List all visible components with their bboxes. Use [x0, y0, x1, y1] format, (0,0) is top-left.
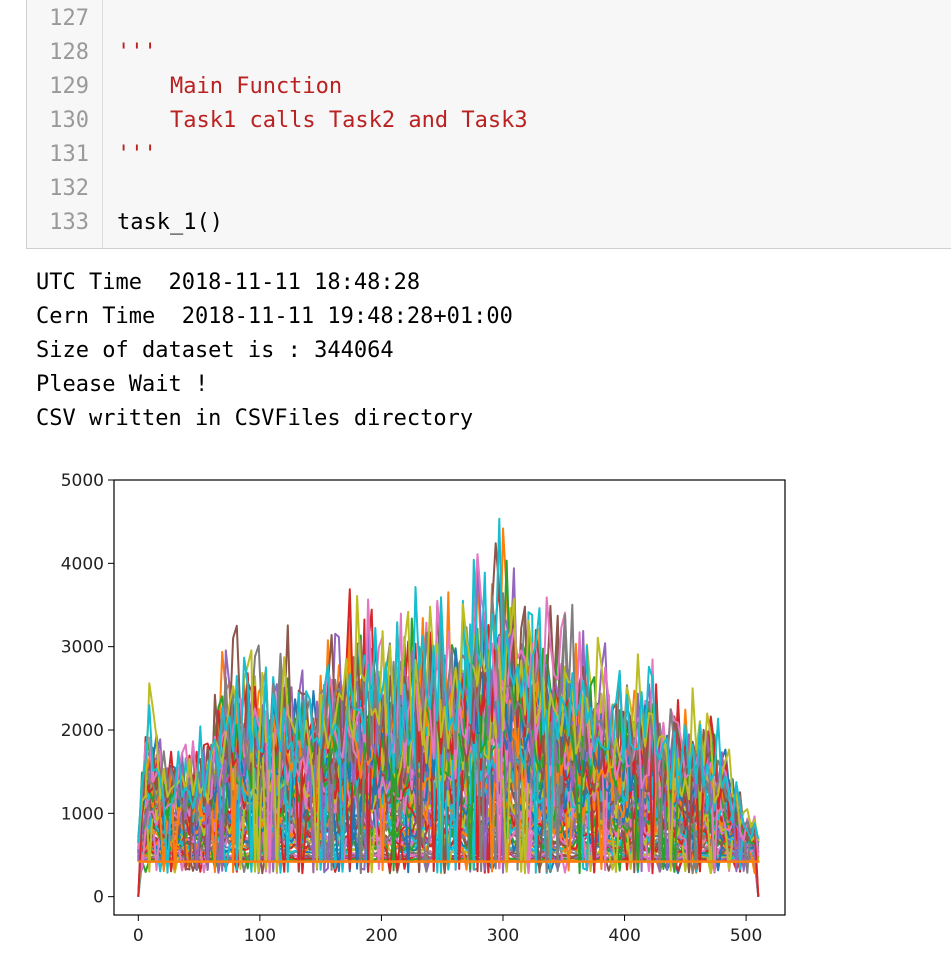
line-number: 130	[49, 108, 89, 133]
code-cell[interactable]: 127 128 ''' 129 Main Function 130 Task1 call…	[26, 0, 951, 249]
x-tick-label: 400	[608, 926, 640, 946]
output-line: CSV written in CSVFiles directory	[36, 406, 474, 431]
x-tick-label: 300	[487, 926, 519, 946]
series-line	[137, 517, 760, 874]
code-line[interactable]: task_1()	[117, 210, 223, 235]
y-tick-label: 2000	[61, 721, 104, 741]
line-number: 127	[49, 6, 89, 31]
line-number: 133	[49, 210, 89, 235]
line-number-gutter	[27, 0, 103, 248]
y-tick-label: 0	[93, 888, 104, 908]
code-line[interactable]: Main Function	[117, 74, 343, 99]
x-tick-label: 200	[365, 926, 397, 946]
x-tick-label: 0	[133, 926, 144, 946]
output-line: Cern Time 2018-11-11 19:48:28+01:00	[36, 304, 513, 329]
output-line: UTC Time 2018-11-11 18:48:28	[36, 270, 421, 295]
y-tick-label: 3000	[61, 638, 104, 658]
cell-output: UTC Time 2018-11-11 18:48:28 Cern Time 20…	[36, 266, 513, 436]
output-line: Please Wait !	[36, 372, 209, 397]
code-line[interactable]: Task1 calls Task2 and Task3	[117, 108, 528, 133]
x-tick-label: 500	[730, 926, 762, 946]
code-line[interactable]: '''	[117, 40, 157, 65]
y-tick-label: 5000	[61, 471, 104, 491]
code-line[interactable]: '''	[117, 142, 157, 167]
line-number: 131	[49, 142, 89, 167]
line-number: 128	[49, 40, 89, 65]
plot-frame	[113, 479, 786, 916]
output-line: Size of dataset is : 344064	[36, 338, 394, 363]
x-tick-label: 100	[244, 926, 276, 946]
line-number: 129	[49, 74, 89, 99]
y-tick-label: 4000	[61, 554, 104, 574]
series-group	[137, 517, 760, 897]
y-tick-label: 1000	[61, 804, 104, 824]
line-number: 132	[49, 176, 89, 201]
